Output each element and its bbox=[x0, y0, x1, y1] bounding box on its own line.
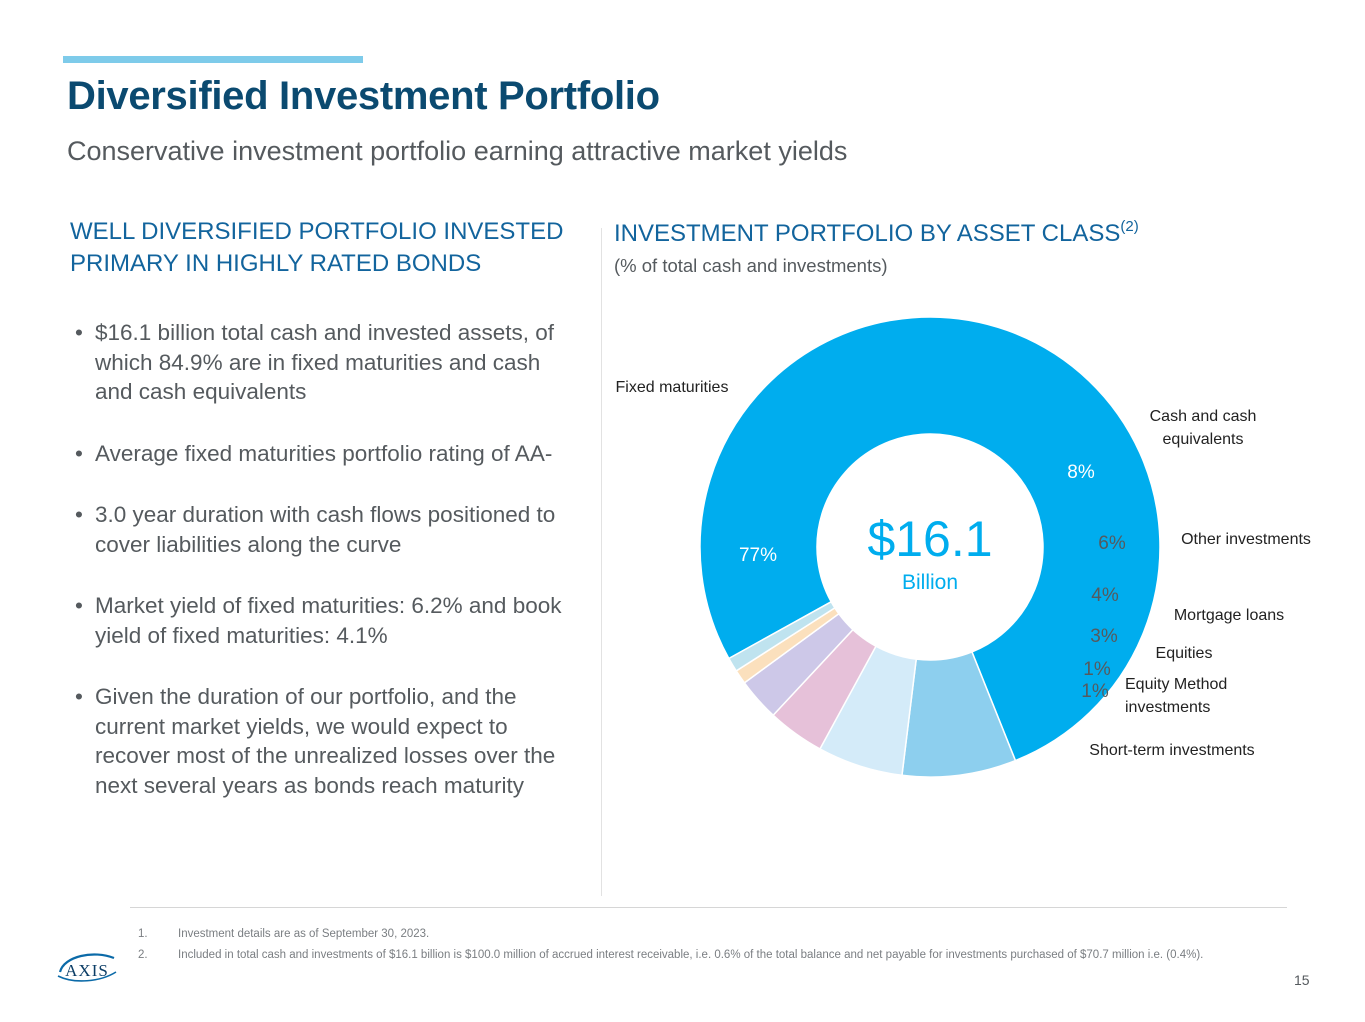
left-section-heading: WELL DIVERSIFIED PORTFOLIO INVESTED PRIM… bbox=[70, 218, 564, 277]
footnote-text: Included in total cash and investments o… bbox=[178, 949, 1204, 961]
footnote: 2. Included in total cash and investment… bbox=[138, 947, 1288, 964]
column-divider bbox=[601, 228, 602, 896]
slice-category-label: Fixed maturities bbox=[616, 379, 729, 396]
footnotes: 1. Investment details are as of Septembe… bbox=[138, 926, 1288, 968]
slice-percent-label: 1% bbox=[1081, 681, 1109, 702]
bullet-item: Given the duration of our portfolio, and… bbox=[73, 682, 583, 800]
center-total-unit: Billion bbox=[902, 571, 958, 594]
chart-heading-footnote-ref: (2) bbox=[1120, 218, 1139, 235]
page-number: 15 bbox=[1294, 972, 1310, 988]
slice-percent-label: 3% bbox=[1090, 626, 1118, 647]
footnote-number: 2. bbox=[138, 949, 148, 961]
bullet-item: Market yield of fixed maturities: 6.2% a… bbox=[73, 591, 583, 650]
bullet-list: $16.1 billion total cash and invested as… bbox=[73, 318, 583, 832]
bullet-item: Average fixed maturities portfolio ratin… bbox=[73, 439, 583, 469]
axis-logo: AXIS bbox=[57, 953, 117, 982]
donut-slice-short-term-investments bbox=[727, 600, 836, 672]
slice-category-label: Equity Method investments bbox=[1125, 676, 1227, 716]
footnote-number: 1. bbox=[138, 928, 148, 940]
donut-slice-fixed-maturities bbox=[699, 316, 1161, 762]
page-title: Diversified Investment Portfolio bbox=[67, 74, 660, 118]
logo-text: AXIS bbox=[65, 961, 109, 980]
chart-subheading: (% of total cash and investments) bbox=[614, 255, 888, 276]
footnote-text: Investment details are as of September 3… bbox=[178, 928, 430, 940]
slice-percent-label: 77% bbox=[739, 545, 777, 566]
slice-percent-label: 4% bbox=[1091, 585, 1119, 606]
slice-category-label: Cash and cash equivalents bbox=[1150, 408, 1257, 448]
footer-divider bbox=[130, 907, 1287, 908]
bullet-item: $16.1 billion total cash and invested as… bbox=[73, 318, 583, 407]
footnote: 1. Investment details are as of Septembe… bbox=[138, 926, 1288, 943]
donut-slices bbox=[699, 316, 1161, 778]
slice-category-label: Equities bbox=[1156, 645, 1213, 662]
center-total-value: $16.1 bbox=[867, 511, 992, 567]
slice-category-label: Mortgage loans bbox=[1174, 607, 1284, 624]
chart-heading-text: INVESTMENT PORTFOLIO BY ASSET CLASS bbox=[614, 220, 1121, 247]
slice-category-label: Other investments bbox=[1181, 531, 1311, 548]
slice-category-label: Short-term investments bbox=[1089, 742, 1254, 759]
slice-percent-label: 8% bbox=[1067, 462, 1095, 483]
accent-bar bbox=[63, 56, 363, 63]
category-labels: Fixed maturities Cash and cash equivalents… bbox=[616, 379, 1311, 759]
page-subtitle: Conservative investment portfolio earnin… bbox=[67, 136, 848, 166]
slice-percent-label: 1% bbox=[1083, 659, 1111, 680]
chart-heading: INVESTMENT PORTFOLIO BY ASSET CLASS(2) bbox=[614, 218, 1139, 248]
percent-labels: 77% 8% 6% 4% 3% 1%1% bbox=[739, 462, 1126, 702]
slice-percent-label: 6% bbox=[1098, 533, 1126, 554]
bullet-item: 3.0 year duration with cash flows positi… bbox=[73, 500, 583, 559]
